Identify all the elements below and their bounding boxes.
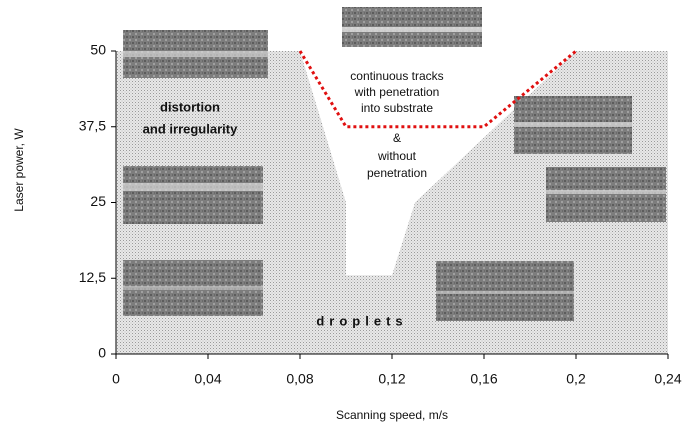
annotation: droplets [316,313,407,328]
x-tick-label: 0,24 [654,371,681,387]
micrographs [123,7,666,321]
y-tick-label: 37,5 [79,117,106,133]
micrograph [123,260,263,316]
region-boundary [298,49,577,129]
annotation: into substrate [361,101,433,115]
y-tick-label: 0 [98,345,106,361]
x-axis-label: Scanning speed, m/s [336,408,448,422]
micrograph [514,96,632,154]
y-axis-label: Laser power, W [12,128,26,212]
x-tick-label: 0 [112,371,120,387]
micrograph [436,261,574,321]
y-tick-label: 25 [90,193,106,209]
annotation: & [393,131,401,145]
micrograph [342,7,482,47]
micrograph [546,167,666,222]
y-tick-label: 12,5 [79,269,106,285]
micrograph [123,166,263,224]
annotation: with penetration [354,85,440,99]
x-tick-label: 0,08 [286,371,313,387]
annotation: continuous tracks [350,69,443,83]
x-tick-label: 0,12 [378,371,405,387]
micrograph [123,30,268,78]
annotation: distortion [160,99,220,114]
x-tick-label: 0,16 [470,371,497,387]
y-tick-label: 50 [90,42,106,58]
region [300,51,576,276]
annotation: penetration [367,166,427,180]
annotation: and irregularity [143,121,238,136]
x-tick-label: 0,04 [194,371,221,387]
x-tick-label: 0,2 [566,371,586,387]
annotation: without [377,149,417,163]
